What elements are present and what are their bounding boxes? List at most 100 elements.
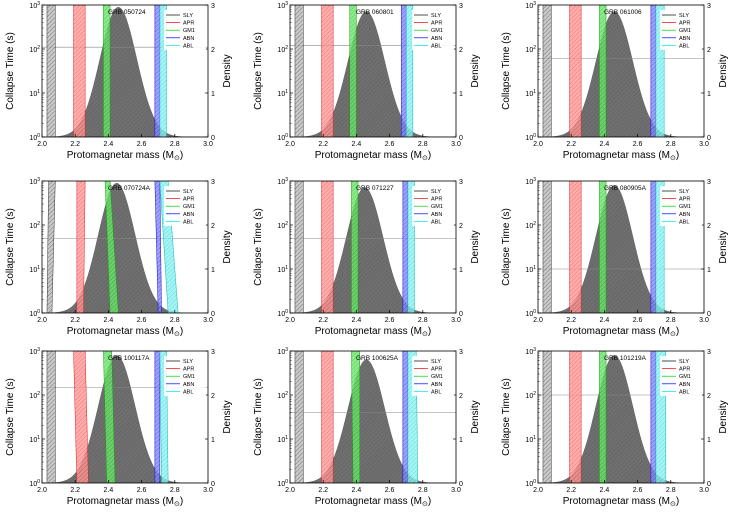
y2-tick-label: 2 [211,223,215,230]
legend-label: SLY [431,359,441,365]
axes-frame [289,180,457,314]
chart-panel: 2.0 2.2 2.4 2.6 2.8 3.0 100 101 102 103 0 1 2 3 Protom… [5,177,233,338]
band-abl [405,5,414,137]
band-gm1 [599,5,607,137]
y2-tick-label: 3 [707,349,711,356]
chart-panel: 2.0 2.2 2.4 2.6 2.8 3.0 100 101 102 103 0 1 2 3 Protom… [5,1,233,162]
x-tick-label: 2.8 [170,141,180,148]
y2-tick-label: 2 [707,393,711,400]
y-tick-label: 101 [277,435,288,444]
band-apr [569,351,582,483]
legend-label: APR [679,21,690,27]
x-axis-label: Protomagnetar mass (M⊙) [67,326,183,338]
plot-area [538,181,704,313]
x-axis-label: Protomagnetar mass (M⊙) [563,150,679,162]
chart-panel: 2.0 2.2 2.4 2.6 2.8 3.0 100 101 102 103 0 1 2 3 Protom… [253,347,481,508]
y2-tick-label: 0 [707,481,711,488]
x-tick-label: 2.8 [418,487,428,494]
band-gm1 [104,181,119,313]
band-apr [569,181,582,313]
x-tick-label: 3.0 [203,317,213,324]
y-tick-label: 101 [277,89,288,98]
x-tick-label: 2.0 [37,487,47,494]
legend-label: GM1 [431,28,443,34]
band-sly [542,181,552,313]
y-tick-label: 103 [277,1,288,10]
legend-label: ABN [679,212,690,218]
y-axis-label: Collapse Time (s) [501,208,512,286]
y-tick-label: 100 [277,309,288,318]
band-sly [294,351,304,483]
x-tick-label: 3.0 [203,487,213,494]
y-tick-label: 103 [277,347,288,356]
legend-label: ABN [431,212,442,218]
band-abn [650,5,657,137]
y2-tick-label: 0 [707,135,711,142]
y2-tick-label: 1 [459,437,463,444]
x-tick-label: 2.0 [285,487,295,494]
y2-axis-label: Density [222,400,233,433]
legend-label: APR [183,197,194,203]
legend-label: SLY [431,13,441,19]
panel-title: GRB 080905A [604,185,647,192]
legend-label: ABN [183,212,194,218]
y2-tick-label: 3 [211,3,215,10]
x-tick-label: 2.6 [137,317,147,324]
legend-label: GM1 [679,204,691,210]
legend-label: ABN [679,36,690,42]
y-tick-label: 102 [277,45,288,54]
legend-label: SLY [679,189,689,195]
band-apr [73,5,86,137]
axes-frame [41,350,209,484]
panel-title: GRB 100117A [108,355,150,362]
x-tick-label: 2.2 [566,141,576,148]
panel-title: GRB 070724A [108,185,151,192]
x-tick-label: 2.4 [600,141,610,148]
legend-label: SLY [679,359,689,365]
band-gm1 [599,351,607,483]
y2-tick-label: 3 [459,179,463,186]
axes-frame [289,4,457,138]
legend-label: ABL [679,43,689,49]
x-tick-label: 2.6 [137,141,147,148]
band-abn [402,351,409,483]
legend-label: SLY [183,359,193,365]
y2-tick-label: 2 [707,47,711,54]
y-tick-label: 103 [29,347,40,356]
x-tick-label: 3.0 [699,317,709,324]
legend-label: ABN [431,382,442,388]
y2-axis-label: Density [222,230,233,263]
x-axis-label: Protomagnetar mass (M⊙) [563,496,679,508]
x-tick-label: 2.6 [385,141,395,148]
band-gm1 [351,351,360,483]
legend-label: ABL [431,219,441,225]
x-tick-label: 2.2 [70,317,80,324]
y2-axis-label: Density [718,54,729,87]
y-axis-label: Collapse Time (s) [501,32,512,110]
x-tick-label: 2.6 [385,487,395,494]
y2-tick-label: 0 [459,481,463,488]
legend-label: ABN [183,382,194,388]
x-tick-label: 3.0 [451,317,461,324]
y2-tick-label: 3 [459,349,463,356]
y2-tick-label: 0 [707,311,711,318]
chart-panel: 2.0 2.2 2.4 2.6 2.8 3.0 100 101 102 103 0 1 2 3 Protom… [501,347,729,508]
band-abn [154,351,161,483]
x-tick-label: 2.4 [352,141,362,148]
y-tick-label: 101 [29,89,40,98]
y2-tick-label: 1 [707,437,711,444]
band-abn [154,5,161,137]
x-tick-label: 2.6 [633,141,643,148]
x-tick-label: 2.2 [566,487,576,494]
y2-tick-label: 1 [211,437,215,444]
y2-tick-label: 0 [211,135,215,142]
x-tick-label: 2.4 [352,317,362,324]
legend-label: GM1 [183,374,195,380]
panel-title: GRB 101219A [604,355,647,362]
x-tick-label: 2.4 [600,317,610,324]
y-axis-label: Collapse Time (s) [253,32,264,110]
x-tick-label: 2.2 [318,487,328,494]
x-tick-label: 3.0 [451,487,461,494]
x-axis-label: Protomagnetar mass (M⊙) [315,150,431,162]
